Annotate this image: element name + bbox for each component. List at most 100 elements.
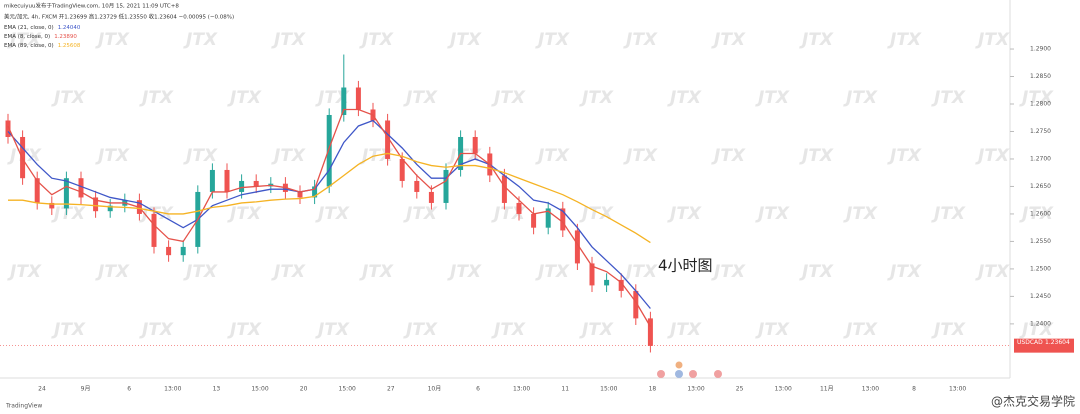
watermark: JTX — [139, 320, 174, 340]
watermark: JTX — [799, 146, 834, 166]
y-tick-label: 1.2800 — [1030, 100, 1051, 107]
candle-body — [166, 246, 172, 256]
candle-body — [428, 191, 434, 203]
candle-body — [93, 197, 99, 212]
candle-body — [78, 178, 84, 198]
watermark: JTX — [931, 88, 966, 108]
candle-body — [63, 178, 69, 209]
watermark: JTX — [623, 262, 658, 282]
y-tick-label: 1.2600 — [1030, 210, 1051, 217]
watermark: JTX — [359, 30, 394, 50]
candle-body — [326, 114, 332, 187]
x-tick-label: 6 — [476, 386, 480, 393]
candle-body — [312, 186, 318, 198]
legend-entry: EMA (21, close, 0) 1.24040 — [4, 25, 81, 31]
y-tick-label: 1.2550 — [1030, 238, 1051, 245]
y-tick-label: 1.2850 — [1030, 73, 1051, 80]
watermark: JTX — [579, 320, 614, 340]
candle-body — [647, 318, 653, 346]
source-watermark: @杰克交易学院 — [991, 394, 1075, 409]
candle-body — [589, 263, 595, 286]
watermark: JTX — [315, 88, 350, 108]
watermark: JTX — [1019, 88, 1054, 108]
candle-body — [224, 169, 230, 192]
watermark: JTX — [227, 204, 262, 224]
x-tick-label: 24 — [38, 386, 46, 393]
candle-body — [560, 208, 566, 231]
candle-body — [531, 213, 537, 228]
x-tick-label: 13:00 — [164, 386, 181, 393]
watermark: JTX — [667, 320, 702, 340]
watermark: JTX — [843, 88, 878, 108]
event-icons — [657, 361, 722, 378]
watermark: JTX — [1019, 204, 1054, 224]
watermark: JTX — [975, 30, 1010, 50]
candle-body — [501, 175, 507, 203]
watermark: JTX — [271, 146, 306, 166]
ema-line — [8, 152, 651, 244]
x-tick-label: 13:00 — [687, 386, 704, 393]
footer-brand: TradingView — [5, 403, 42, 410]
candle-body — [399, 158, 405, 181]
legend-name: EMA (21, close, 0) — [4, 25, 54, 31]
watermark: JTX — [359, 262, 394, 282]
watermark: JTX — [843, 320, 878, 340]
watermark: JTX — [315, 320, 350, 340]
watermark: JTX — [403, 88, 438, 108]
x-tick-label: 15:00 — [600, 386, 617, 393]
watermark: JTX — [667, 88, 702, 108]
candle-body — [472, 136, 478, 154]
watermark: JTX — [403, 320, 438, 340]
legend-entry: EMA (8, close, 0) 1.23890 — [4, 34, 77, 40]
watermark: JTX — [579, 204, 614, 224]
watermark: JTX — [491, 88, 526, 108]
x-tick-label: 8 — [912, 386, 916, 393]
watermark: JTX — [535, 262, 570, 282]
y-tick-label: 1.2700 — [1030, 155, 1051, 162]
watermark: JTX — [887, 146, 922, 166]
symbol-label: USDCAD — [1017, 339, 1043, 346]
watermark: JTX — [183, 30, 218, 50]
x-tick-label: 13:00 — [949, 386, 966, 393]
watermark: JTX — [183, 262, 218, 282]
candle-body — [443, 169, 449, 203]
y-tick-label: 1.2450 — [1030, 293, 1051, 300]
candle-body — [34, 178, 40, 203]
candle-body — [355, 87, 361, 110]
watermark: JTX — [623, 146, 658, 166]
x-tick-label: 18 — [649, 386, 657, 393]
watermark: JTX — [667, 204, 702, 224]
x-tick-label: 9月 — [81, 386, 91, 393]
candle-body — [151, 213, 157, 247]
watermark: JTX — [799, 30, 834, 50]
watermark: JTX — [931, 204, 966, 224]
watermark: JTX — [887, 30, 922, 50]
watermark: JTX — [755, 88, 790, 108]
watermark: JTX — [315, 204, 350, 224]
ema-line — [7, 108, 651, 327]
last-price-box — [1014, 338, 1074, 353]
watermark: JTX — [95, 146, 130, 166]
legend-value: 1.23890 — [54, 34, 77, 40]
candle-body — [516, 202, 522, 214]
candle-body — [107, 205, 113, 212]
watermark: JTX — [755, 320, 790, 340]
x-tick-label: 6 — [127, 386, 131, 393]
ohlc-legend: 美元/加元, 4h, FXCM 开1.23699 高1.23729 低1.235… — [4, 13, 234, 21]
legend-entry: EMA (89, close, 0) 1.25608 — [4, 43, 81, 49]
legend-value: 1.25608 — [58, 43, 81, 49]
x-tick-label: 20 — [300, 386, 308, 393]
watermark: JTX — [7, 30, 42, 50]
candle-body — [385, 120, 391, 159]
x-tick-label: 13 — [213, 386, 221, 393]
x-tick-label: 27 — [387, 386, 395, 393]
candle-body — [180, 246, 186, 256]
x-tick-label: 10月 — [428, 386, 442, 393]
watermark: JTX — [799, 262, 834, 282]
watermark: JTX — [975, 146, 1010, 166]
ema-line — [7, 119, 651, 309]
candle-body — [5, 120, 11, 137]
watermark: JTX — [95, 262, 130, 282]
